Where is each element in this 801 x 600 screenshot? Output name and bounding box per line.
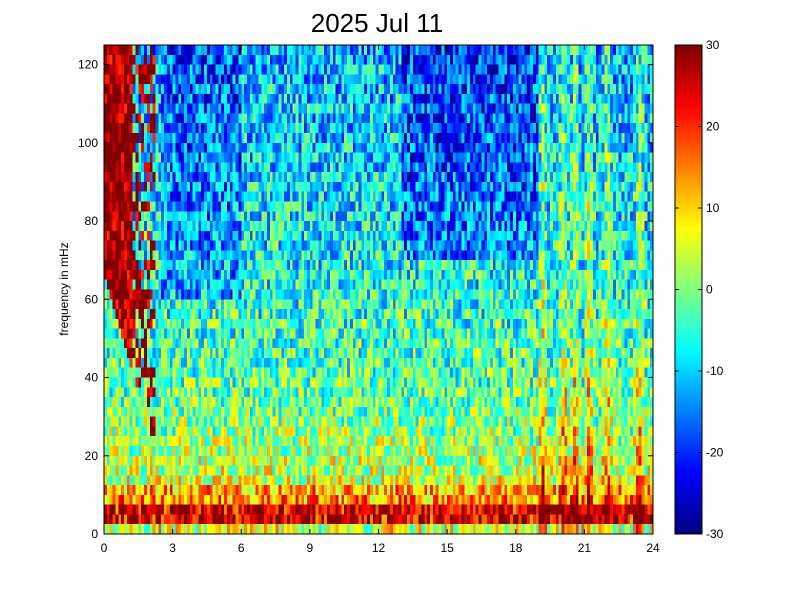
- heatmap-cells: [104, 45, 653, 534]
- y-tick-label: 60: [85, 292, 99, 306]
- y-tick-label: 100: [78, 136, 98, 150]
- x-tick-label: 9: [307, 541, 314, 555]
- chart-title: 2025 Jul 11: [311, 8, 444, 38]
- colorbar-ticks: 30 20 10 0 -10 -20 -30: [675, 38, 724, 541]
- colorbar-tick-label: 0: [706, 283, 713, 297]
- y-axis-label: frequency in mHz: [57, 242, 71, 335]
- x-tick-label: 18: [509, 541, 523, 555]
- x-tick-label: 3: [169, 541, 176, 555]
- colorbar-tick-label: 30: [706, 38, 720, 52]
- colorbar-tick-label: -10: [706, 364, 724, 378]
- x-axis-ticks: 0 3 6 9 12 15 18 21 24: [101, 45, 660, 555]
- y-tick-label: 40: [85, 371, 99, 385]
- y-tick-label: 0: [91, 527, 98, 541]
- x-tick-label: 24: [646, 541, 660, 555]
- colorbar-tick-label: -30: [706, 527, 724, 541]
- y-axis-ticks: 0 20 40 60 80 100 120: [78, 58, 653, 541]
- x-tick-label: 6: [238, 541, 245, 555]
- x-tick-label: 21: [578, 541, 592, 555]
- y-tick-label: 80: [85, 214, 99, 228]
- x-tick-label: 12: [372, 541, 386, 555]
- colorbar-tick-label: 20: [706, 120, 720, 134]
- x-tick-label: 0: [101, 541, 108, 555]
- x-tick-label: 15: [440, 541, 454, 555]
- colorbar-tick-label: -20: [706, 446, 724, 460]
- colorbar-gradient: [675, 45, 702, 534]
- y-tick-label: 120: [78, 58, 98, 72]
- y-tick-label: 20: [85, 449, 99, 463]
- colorbar-tick-label: 10: [706, 201, 720, 215]
